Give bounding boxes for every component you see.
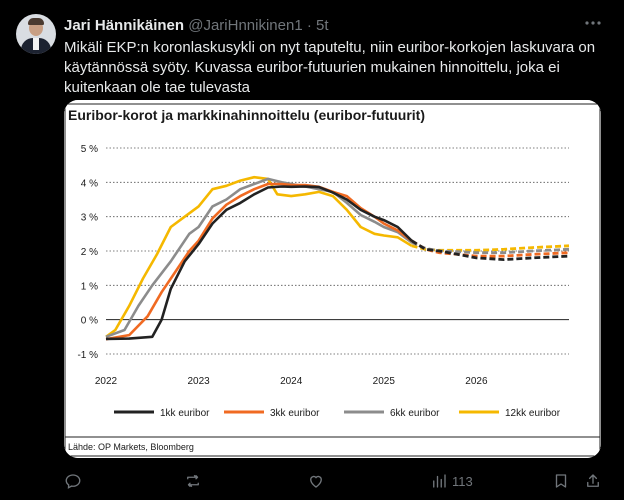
x-tick-label: 2024 bbox=[280, 376, 303, 387]
author-name[interactable]: Jari Hännikäinen bbox=[64, 17, 185, 34]
chart-grid bbox=[106, 147, 569, 355]
x-tick-label: 2026 bbox=[465, 376, 488, 387]
views-count: 113 bbox=[452, 473, 473, 489]
more-dots-icon[interactable] bbox=[584, 14, 602, 37]
tweet-media-chart[interactable]: Euribor-korot ja markkinahinnoittelu (eu… bbox=[64, 100, 601, 458]
series-line bbox=[105, 177, 413, 339]
retweet-button[interactable] bbox=[184, 472, 202, 490]
chart-svg: Euribor-korot ja markkinahinnoittelu (eu… bbox=[64, 100, 601, 458]
y-axis-ticks: 5 % 4 % 3 % 2 % 1 % 0 % -1 % bbox=[77, 144, 98, 361]
author-handle[interactable]: @JariHnnikinen1 bbox=[188, 17, 303, 34]
chart-title: Euribor-korot ja markkinahinnoittelu (eu… bbox=[68, 107, 425, 123]
series-line bbox=[105, 185, 413, 341]
legend-label: 12kk euribor bbox=[505, 408, 561, 419]
tweet-time[interactable]: 5t bbox=[316, 17, 329, 34]
chart-series bbox=[105, 175, 570, 341]
chart-source: Lähde: OP Markets, Bloomberg bbox=[68, 442, 194, 452]
chart-frame bbox=[64, 103, 601, 457]
y-tick-label: -1 % bbox=[77, 350, 98, 361]
y-tick-label: 2 % bbox=[81, 247, 98, 258]
x-tick-label: 2023 bbox=[187, 376, 210, 387]
series-forecast-line bbox=[411, 244, 570, 252]
bookmark-icon bbox=[555, 474, 567, 488]
bar-chart-icon bbox=[433, 474, 446, 488]
share-button[interactable] bbox=[584, 472, 602, 490]
tweet-header: Jari Hännikäinen @JariHnnikinen1 · 5t bbox=[64, 17, 329, 34]
heart-icon bbox=[310, 475, 322, 488]
legend-label: 6kk euribor bbox=[390, 408, 440, 419]
chart-legend: 1kk euribor 3kk euribor 6kk euribor 12kk eu… bbox=[114, 408, 561, 419]
chart-background bbox=[64, 100, 601, 458]
series-line bbox=[105, 175, 413, 338]
y-tick-label: 0 % bbox=[81, 316, 98, 327]
y-tick-label: 3 % bbox=[81, 213, 98, 224]
views-button[interactable]: 113 bbox=[430, 472, 473, 490]
like-button[interactable] bbox=[307, 472, 325, 490]
avatar[interactable] bbox=[16, 14, 56, 54]
x-tick-label: 2022 bbox=[95, 376, 118, 387]
series-forecast-line bbox=[411, 241, 570, 255]
series-forecast-line bbox=[410, 239, 570, 262]
x-axis-ticks: 2022 2023 2024 2025 2026 bbox=[95, 376, 488, 387]
y-tick-label: 1 % bbox=[81, 281, 98, 292]
legend-label: 3kk euribor bbox=[270, 408, 320, 419]
tweet-text: Mikäli EKP:n koronlaskusykli on nyt tapu… bbox=[64, 39, 596, 96]
y-tick-label: 4 % bbox=[81, 178, 98, 189]
separator-dot: · bbox=[306, 17, 312, 34]
retweet-icon bbox=[187, 475, 199, 487]
reply-button[interactable] bbox=[64, 472, 82, 490]
reply-icon bbox=[65, 474, 81, 489]
y-tick-label: 5 % bbox=[81, 144, 98, 155]
tweet-actions: 113 bbox=[64, 472, 604, 492]
legend-label: 1kk euribor bbox=[160, 408, 210, 419]
share-icon bbox=[587, 474, 599, 487]
x-tick-label: 2025 bbox=[373, 376, 396, 387]
bookmark-button[interactable] bbox=[552, 472, 570, 490]
